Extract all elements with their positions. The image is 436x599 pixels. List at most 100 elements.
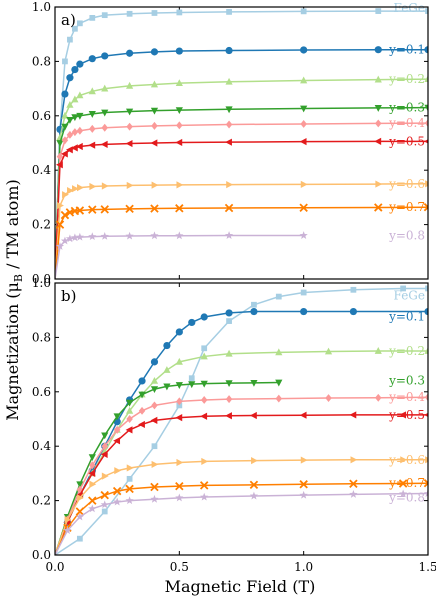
data-point [138, 377, 146, 385]
data-point [300, 456, 308, 464]
data-point [55, 242, 65, 250]
data-point [250, 379, 258, 387]
data-point [88, 454, 96, 462]
data-point [424, 139, 428, 144]
data-point [101, 84, 109, 92]
data-point [113, 497, 122, 506]
y-tick-label: 0.2 [32, 218, 51, 232]
data-point [375, 180, 383, 188]
data-point [425, 8, 428, 14]
data-point [72, 25, 78, 32]
data-point [350, 456, 358, 464]
series-y-0-6 [55, 456, 428, 555]
series-y-0-1 [55, 46, 428, 279]
data-point [113, 437, 121, 445]
data-point [299, 490, 308, 499]
data-point [64, 516, 72, 524]
data-point [374, 75, 382, 83]
series-y-0-6 [55, 180, 428, 279]
data-point [72, 185, 79, 193]
data-point [56, 161, 63, 169]
data-point [299, 203, 308, 212]
data-point [71, 128, 79, 137]
data-point [66, 117, 74, 124]
data-point [100, 231, 109, 240]
series-label: y=0.6 [388, 453, 425, 467]
data-point [374, 105, 382, 112]
data-point [113, 413, 121, 421]
data-point [275, 379, 283, 387]
data-point [199, 481, 209, 490]
y-axis-label-text: Magnetization ( [3, 292, 22, 420]
data-point [188, 318, 196, 327]
data-point [249, 411, 257, 420]
data-point [101, 123, 108, 132]
data-point [88, 469, 96, 477]
data-point [101, 442, 108, 451]
data-point [399, 411, 407, 419]
series-y-0-7 [55, 202, 428, 279]
series-y-0-5 [55, 411, 428, 555]
data-point [424, 307, 428, 316]
data-point [225, 106, 233, 114]
series-line [55, 183, 428, 279]
data-point [150, 80, 159, 88]
y-axis-label-rest: / TM atom) [3, 179, 22, 274]
data-point [300, 105, 308, 113]
series-line [55, 48, 428, 279]
data-point [151, 460, 159, 469]
series-line [55, 396, 428, 555]
data-point [138, 406, 146, 415]
data-point [200, 380, 208, 388]
data-point [75, 232, 84, 241]
data-point [224, 231, 234, 239]
data-point [76, 535, 83, 542]
series-y-0-8 [55, 231, 308, 279]
data-point [374, 137, 382, 145]
data-point [67, 36, 73, 43]
series-label: y=0.4 [388, 116, 425, 130]
series-fege [55, 285, 428, 555]
data-point [65, 234, 75, 243]
data-point [374, 203, 383, 212]
data-point [76, 184, 84, 192]
data-point [151, 401, 158, 410]
data-point [70, 233, 79, 242]
data-point [423, 478, 428, 488]
data-point [175, 382, 183, 389]
data-point [66, 74, 74, 82]
data-point [175, 357, 183, 365]
data-point [275, 394, 283, 403]
y-tick-label: 0.4 [32, 163, 51, 177]
data-point [176, 458, 184, 467]
data-point [76, 20, 83, 27]
data-point [425, 180, 428, 188]
series-y-0-7 [55, 478, 428, 555]
x-tick-label: 0.0 [45, 560, 64, 574]
series-label: y=0.5 [388, 134, 425, 148]
series-line [55, 350, 428, 555]
data-point [226, 318, 232, 324]
series-line [55, 459, 428, 555]
data-point [200, 396, 208, 404]
data-point [200, 313, 208, 321]
y-tick-label: 0.8 [32, 330, 51, 344]
data-point [175, 231, 184, 240]
data-point [300, 289, 307, 296]
data-point [76, 112, 84, 120]
data-point [349, 411, 357, 419]
series-label: y=0.8 [388, 228, 425, 242]
plot-area [55, 285, 428, 555]
series-label: y=0.5 [388, 408, 425, 422]
data-point [200, 352, 208, 360]
series-label: y=0.3 [388, 101, 425, 115]
y-tick-label: 1.0 [32, 276, 51, 290]
data-point [225, 309, 233, 317]
series-y-0-2 [55, 347, 428, 555]
data-point [63, 526, 72, 535]
data-point [349, 479, 358, 488]
data-point [88, 205, 97, 214]
series-label: y=0.7 [388, 476, 425, 490]
data-point [89, 182, 97, 191]
data-point [151, 443, 158, 450]
